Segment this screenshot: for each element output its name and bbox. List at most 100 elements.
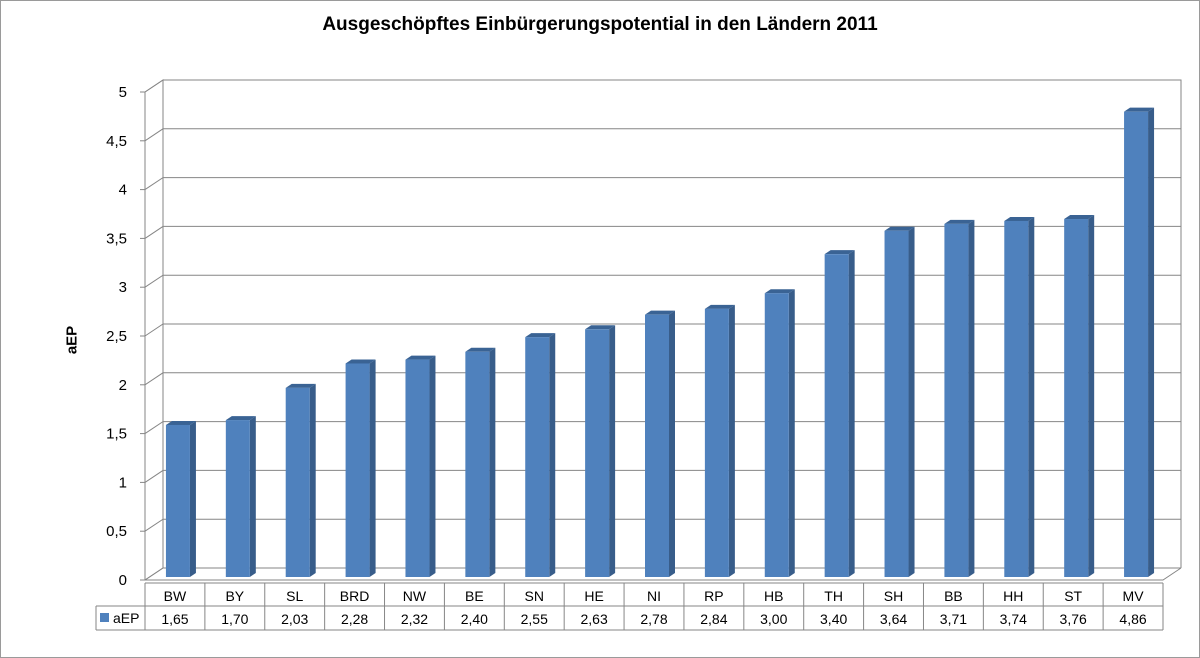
bar-top — [764, 289, 795, 294]
bar-side — [728, 304, 735, 577]
x-tick-label: HH — [1003, 588, 1023, 604]
bar — [405, 355, 436, 577]
bar-front — [824, 254, 849, 577]
x-tick-label: BB — [944, 588, 963, 604]
data-label: 1,65 — [161, 611, 188, 627]
data-label: 1,70 — [221, 611, 248, 627]
data-label: 2,55 — [521, 611, 548, 627]
bar — [465, 347, 496, 577]
bar-side — [309, 383, 316, 577]
gridline — [144, 177, 1181, 191]
bar — [1004, 216, 1035, 577]
bar-top — [285, 383, 316, 388]
bar-top — [884, 226, 915, 231]
data-label: 2,78 — [640, 611, 667, 627]
bar — [585, 325, 616, 577]
y-tick-label: 5 — [119, 84, 127, 101]
bar-front — [225, 420, 250, 577]
data-label: 2,40 — [461, 611, 488, 627]
data-label: 2,63 — [580, 611, 607, 627]
legend-swatch — [100, 613, 109, 622]
bar — [704, 304, 735, 577]
bar-top — [525, 333, 556, 338]
bar-front — [405, 359, 430, 577]
bar — [285, 383, 316, 577]
bar-side — [429, 355, 436, 577]
bar-top — [465, 347, 496, 352]
y-tick-label: 2 — [119, 377, 127, 394]
bar-front — [645, 314, 669, 577]
bar-top — [944, 219, 975, 224]
bar — [944, 219, 975, 578]
data-label: 2,84 — [700, 611, 727, 627]
bar-top — [645, 310, 675, 315]
bar-side — [1028, 216, 1035, 577]
data-label: 3,76 — [1060, 611, 1087, 627]
bar — [225, 416, 256, 577]
legend-label: aEP — [113, 610, 139, 626]
data-label: 3,64 — [880, 611, 907, 627]
x-tick-label: SL — [286, 588, 303, 604]
data-table: BW 1,65 BY 1,70 SL 2,03 BRD 2,28 NW 2,32 BE 2,40 SN 2… — [95, 582, 1164, 631]
bar-side — [609, 325, 616, 577]
bar — [165, 420, 196, 577]
bar-side — [189, 420, 196, 577]
gridline — [144, 128, 1181, 142]
data-label: 2,32 — [401, 611, 428, 627]
y-tick-label: 0,5 — [106, 523, 127, 540]
x-tick-label: BRD — [340, 588, 370, 604]
bar-front — [345, 363, 370, 577]
y-tick-label: 3 — [119, 279, 127, 296]
bar — [525, 333, 556, 577]
bar-side — [669, 310, 675, 577]
x-tick-label: BY — [225, 588, 244, 604]
bar — [764, 289, 795, 577]
bar-front — [1004, 220, 1029, 577]
x-tick-label: BE — [465, 588, 484, 604]
y-tick-labels: 0 0,5 1 1,5 2 2,5 3 3,5 4 4,5 5 — [106, 84, 127, 589]
data-label: 3,40 — [820, 611, 847, 627]
bar-front — [944, 223, 969, 578]
x-tick-label: HB — [764, 588, 783, 604]
x-tick-label: HE — [584, 588, 603, 604]
bar — [884, 226, 915, 577]
data-label: 3,00 — [760, 611, 787, 627]
bar-side — [249, 416, 256, 577]
bars — [165, 107, 1155, 578]
bar-side — [908, 226, 915, 577]
x-tick-label: SN — [525, 588, 544, 604]
bar-front — [465, 351, 490, 577]
bar — [645, 310, 675, 577]
bar-side — [1088, 215, 1095, 578]
data-label: 2,03 — [281, 611, 308, 627]
bar-top — [704, 304, 735, 309]
bar-side — [369, 359, 376, 577]
bar-side — [788, 289, 795, 577]
bar-top — [1004, 216, 1035, 221]
x-tick-label: BW — [164, 588, 187, 604]
bar-top — [585, 325, 616, 330]
x-tick-label: MV — [1123, 588, 1145, 604]
bar-top — [824, 250, 855, 255]
floor-edge — [145, 567, 1182, 581]
bar-side — [549, 333, 556, 577]
bar-front — [704, 308, 729, 577]
bar — [1124, 107, 1155, 577]
bar-front — [165, 424, 190, 577]
bar-top — [165, 420, 196, 425]
y-tick-label: 4,5 — [106, 133, 127, 150]
x-tick-label: NI — [647, 588, 661, 604]
bar-front — [285, 387, 310, 577]
y-tick-label: 3,5 — [106, 230, 127, 247]
y-tick-label: 0 — [119, 572, 127, 589]
bar-top — [1124, 107, 1155, 112]
x-tick-label: ST — [1064, 588, 1082, 604]
bar-side — [848, 250, 855, 577]
bar — [824, 250, 855, 577]
y-tick-label: 2,5 — [106, 328, 127, 345]
bar-side — [968, 219, 975, 578]
y-tick-label: 1,5 — [106, 426, 127, 443]
bar-front — [1064, 219, 1089, 578]
bar-top — [345, 359, 376, 364]
